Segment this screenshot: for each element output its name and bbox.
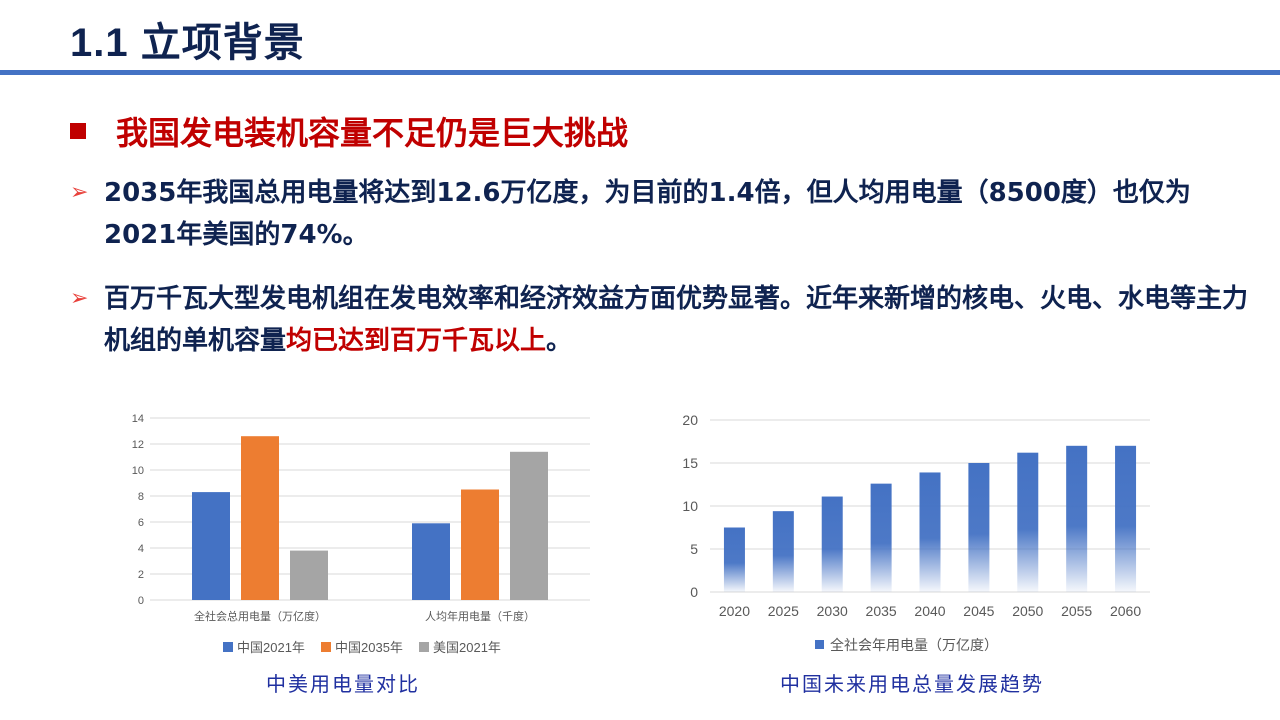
- bar: [919, 472, 941, 592]
- legend-swatch: [419, 642, 429, 652]
- y-tick-label: 4: [138, 543, 144, 555]
- bar: [870, 483, 892, 592]
- bullet-text-2-end: 。: [546, 326, 573, 356]
- x-tick-label: 2060: [1110, 603, 1141, 619]
- y-tick-label: 12: [132, 439, 144, 451]
- section-heading: 我国发电装机容量不足仍是巨大挑战: [70, 108, 628, 154]
- y-tick-label: 15: [682, 455, 698, 471]
- section-heading-text: 我国发电装机容量不足仍是巨大挑战: [116, 114, 629, 152]
- bar: [821, 496, 843, 592]
- legend-label: 中国2021年: [237, 640, 305, 655]
- chart-caption-right: 中国未来用电总量发展趋势: [780, 672, 1044, 696]
- bar: [510, 451, 548, 600]
- y-tick-label: 2: [138, 569, 144, 581]
- x-tick-label: 2045: [963, 603, 994, 619]
- y-tick-label: 10: [132, 465, 144, 477]
- bar: [723, 527, 745, 592]
- bar: [192, 492, 230, 600]
- legend-label: 全社会年用电量（万亿度）: [830, 637, 998, 653]
- bar: [290, 550, 328, 600]
- bullet-text-1: 2035年我国总用电量将达到12.6万亿度，为目前的1.4倍，但人均用电量（85…: [104, 178, 1191, 250]
- y-tick-label: 20: [682, 412, 698, 428]
- y-tick-label: 10: [682, 498, 698, 514]
- chart-usage-comparison: 0 2 4 6 8 10 12 14 全社会总用电量（万亿度） 人均年用电量（千度） 中国2021年…: [132, 413, 590, 655]
- bar: [772, 511, 794, 592]
- bullet-item-1: ➢ 2035年我国总用电量将达到12.6万亿度，为目前的1.4倍，但人均用电量（…: [70, 172, 1250, 256]
- legend-label: 中国2035年: [335, 640, 403, 655]
- square-bullet-icon: [70, 123, 86, 139]
- x-tick-label: 2020: [719, 603, 750, 619]
- x-tick-label: 2025: [768, 603, 799, 619]
- x-tick-label: 2035: [866, 603, 897, 619]
- y-tick-label: 5: [690, 541, 698, 557]
- bullet-text-2-main: 百万千瓦大型发电机组在发电效率和经济效益方面优势显著。近年来新增的核电、火电、水…: [104, 284, 1249, 356]
- y-tick-label: 0: [690, 584, 698, 600]
- bar: [1066, 445, 1088, 592]
- bar: [1017, 452, 1039, 592]
- x-tick-label: 人均年用电量（千度）: [425, 609, 535, 623]
- legend-swatch: [815, 640, 824, 649]
- bar: [461, 489, 499, 600]
- bar: [1115, 445, 1137, 592]
- legend-swatch: [321, 642, 331, 652]
- x-tick-label: 2030: [817, 603, 848, 619]
- x-tick-label: 全社会总用电量（万亿度）: [194, 609, 326, 623]
- chart-caption-left: 中美用电量对比: [266, 672, 420, 696]
- bar: [412, 523, 450, 600]
- x-tick-label: 2055: [1061, 603, 1092, 619]
- y-tick-label: 8: [138, 491, 144, 503]
- legend-label: 美国2021年: [433, 640, 501, 655]
- y-tick-label: 6: [138, 517, 144, 529]
- y-tick-label: 14: [132, 413, 144, 425]
- legend-swatch: [223, 642, 233, 652]
- x-tick-label: 2050: [1012, 603, 1043, 619]
- y-tick-label: 0: [138, 595, 144, 607]
- title-divider: [0, 70, 1280, 75]
- bullet-item-2: ➢ 百万千瓦大型发电机组在发电效率和经济效益方面优势显著。近年来新增的核电、火电…: [70, 278, 1250, 362]
- page-title: 1.1 立项背景: [70, 21, 305, 65]
- arrow-bullet-icon: ➢: [70, 180, 89, 205]
- x-tick-label: 2040: [914, 603, 945, 619]
- bullet-text-2-highlight: 均已达到百万千瓦以上: [286, 326, 547, 356]
- bar: [241, 436, 279, 600]
- arrow-bullet-icon: ➢: [70, 286, 89, 311]
- bar: [968, 463, 990, 592]
- bullet-text-2: 百万千瓦大型发电机组在发电效率和经济效益方面优势显著。近年来新增的核电、火电、水…: [104, 278, 1250, 362]
